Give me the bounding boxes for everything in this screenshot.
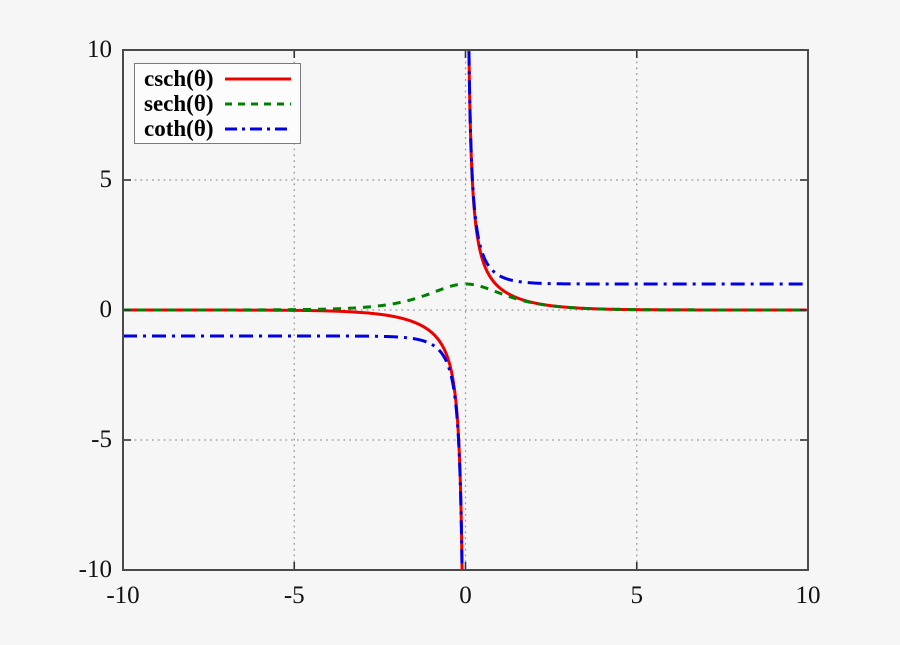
x-tick-label--5: -5 [283,582,305,609]
legend-item-sech: sech(θ) [144,91,291,116]
y-tick-label--10: -10 [78,556,112,583]
legend-line-sample-coth [225,127,291,130]
grid-lines [123,50,808,570]
plot-border [122,49,809,571]
y-tick-label-5: 5 [99,166,113,193]
legend-item-csch: csch(θ) [144,66,291,91]
x-tick-label--10: -10 [106,582,140,609]
legend-label-csch: csch(θ) [144,65,214,91]
x-tick-label-10: 10 [795,582,821,609]
legend: csch(θ) sech(θ) coth(θ) [134,63,301,144]
y-tick-label--5: -5 [91,426,112,453]
curve-sech [123,282,807,312]
legend-label-coth: coth(θ) [144,115,214,141]
x-tick-label-0: 0 [459,582,472,609]
x-tick-label-5: 5 [630,582,644,609]
curve-coth [123,50,807,570]
legend-item-coth: coth(θ) [144,116,291,141]
series-curves [123,50,807,570]
y-tick-label-0: 0 [99,296,113,323]
legend-line-sample-csch [225,77,291,80]
legend-line-sample-sech [225,102,291,105]
legend-label-sech: sech(θ) [144,90,214,116]
y-tick-label-10: 10 [87,36,112,63]
